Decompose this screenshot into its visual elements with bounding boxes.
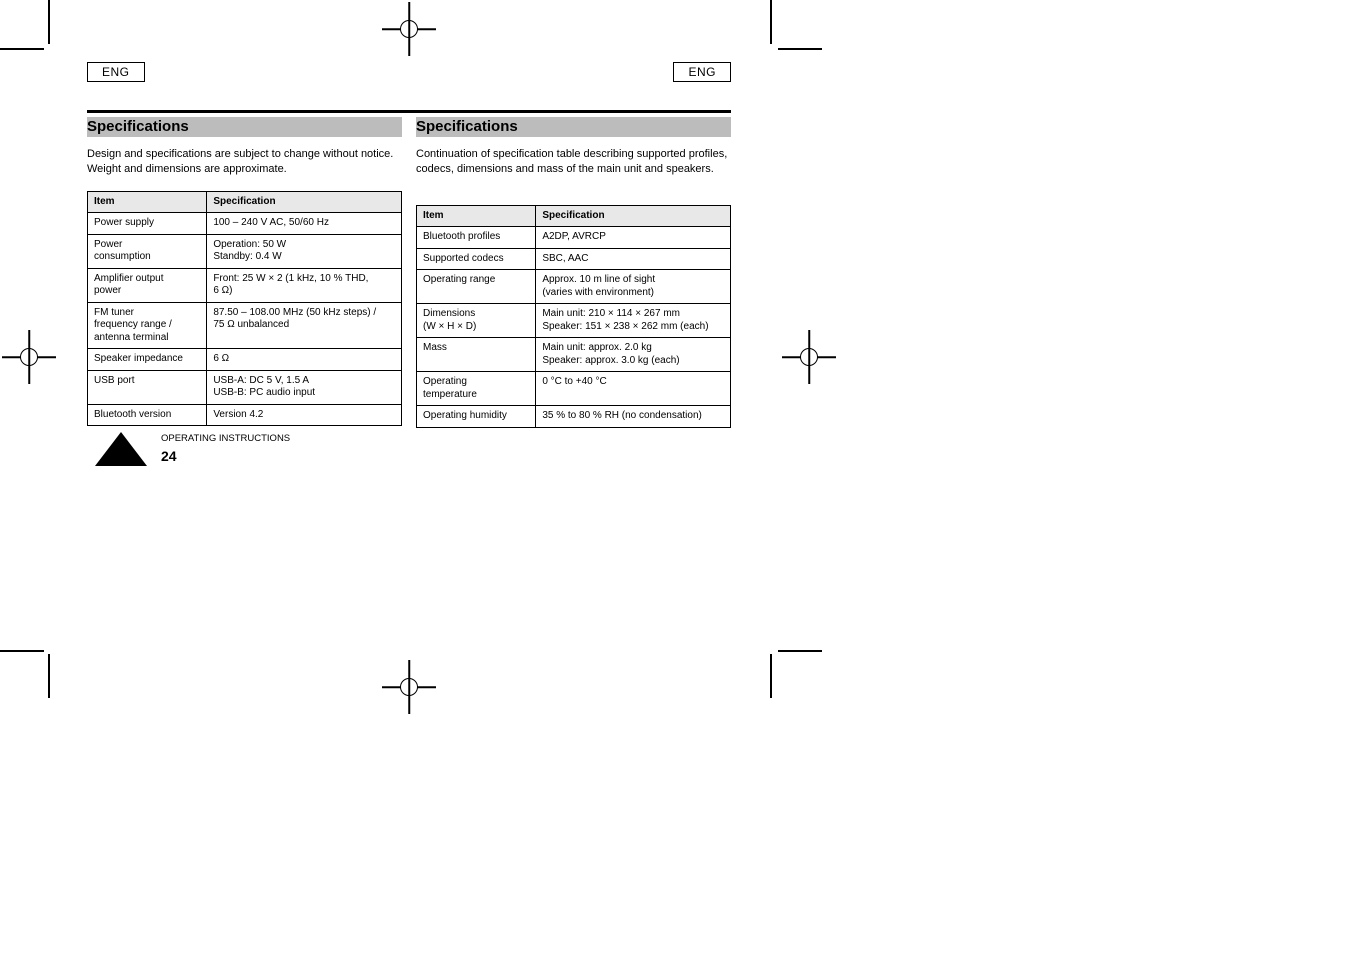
- footer-left: OPERATING INSTRUCTIONS 24: [87, 426, 402, 466]
- table-row: MassMain unit: approx. 2.0 kg Speaker: a…: [417, 338, 731, 372]
- table-row: Power supply100 – 240 V AC, 50/60 Hz: [88, 213, 402, 235]
- spec-value: 6 Ω: [207, 349, 402, 371]
- table-row: Bluetooth versionVersion 4.2: [88, 404, 402, 426]
- spec-value: Main unit: 210 × 114 × 267 mm Speaker: 1…: [536, 304, 731, 338]
- table-header-item: Item: [417, 205, 536, 227]
- spec-value: SBC, AAC: [536, 248, 731, 270]
- cropmark-br-h: [778, 650, 822, 652]
- spec-item: Bluetooth version: [88, 404, 207, 426]
- table-row: Speaker impedance6 Ω: [88, 349, 402, 371]
- header-row: ENG ENG: [87, 62, 731, 82]
- registration-mark-left: [20, 348, 38, 366]
- language-label-left: ENG: [87, 62, 145, 82]
- table-row: Operating humidity35 % to 80 % RH (no co…: [417, 406, 731, 428]
- spec-value: 0 °C to +40 °C: [536, 372, 731, 406]
- spec-item: Speaker impedance: [88, 349, 207, 371]
- operating-instructions-label: OPERATING INSTRUCTIONS: [161, 433, 290, 444]
- intro-paragraph-right: Continuation of specification table desc…: [416, 147, 731, 177]
- title-rule-thick: [87, 110, 731, 113]
- table-header-spec: Specification: [207, 191, 402, 213]
- table-row: Bluetooth profilesA2DP, AVRCP: [417, 227, 731, 249]
- spec-value: Front: 25 W × 2 (1 kHz, 10 % THD, 6 Ω): [207, 268, 402, 302]
- page-number: 24: [161, 448, 290, 464]
- spec-value: USB-A: DC 5 V, 1.5 A USB-B: PC audio inp…: [207, 370, 402, 404]
- print-page: ENG ENG Specifications Design and specif…: [87, 62, 731, 466]
- table-row: USB portUSB-A: DC 5 V, 1.5 A USB-B: PC a…: [88, 370, 402, 404]
- table-row: Dimensions (W × H × D)Main unit: 210 × 1…: [417, 304, 731, 338]
- cropmark-tl-v: [48, 0, 50, 44]
- spec-value: A2DP, AVRCP: [536, 227, 731, 249]
- spec-item: Bluetooth profiles: [417, 227, 536, 249]
- spec-item: Operating humidity: [417, 406, 536, 428]
- spec-value: Approx. 10 m line of sight (varies with …: [536, 270, 731, 304]
- spec-item: USB port: [88, 370, 207, 404]
- continuation-triangle-icon: [95, 432, 147, 466]
- cropmark-bl-v: [48, 654, 50, 698]
- cropmark-tr-h: [778, 48, 822, 50]
- spec-item: Operating temperature: [417, 372, 536, 406]
- table-header-row: Item Specification: [88, 191, 402, 213]
- left-column: Specifications Design and specifications…: [87, 117, 402, 466]
- table-row: Power consumptionOperation: 50 W Standby…: [88, 234, 402, 268]
- spec-table-left: Item Specification Power supply100 – 240…: [87, 191, 402, 427]
- spec-value: Main unit: approx. 2.0 kg Speaker: appro…: [536, 338, 731, 372]
- spec-item: FM tuner frequency range / antenna termi…: [88, 302, 207, 349]
- table-row: FM tuner frequency range / antenna termi…: [88, 302, 402, 349]
- section-title-left: Specifications: [87, 117, 402, 137]
- registration-mark-top: [400, 20, 418, 38]
- spec-item: Amplifier output power: [88, 268, 207, 302]
- table-header-spec: Specification: [536, 205, 731, 227]
- table-header-row: Item Specification: [417, 205, 731, 227]
- table-row: Supported codecsSBC, AAC: [417, 248, 731, 270]
- spec-item: Dimensions (W × H × D): [417, 304, 536, 338]
- table-row: Amplifier output powerFront: 25 W × 2 (1…: [88, 268, 402, 302]
- cropmark-bl-h: [0, 650, 44, 652]
- right-column: Specifications Continuation of specifica…: [416, 117, 731, 466]
- registration-mark-bottom: [400, 678, 418, 696]
- spec-item: Supported codecs: [417, 248, 536, 270]
- spec-value: Version 4.2: [207, 404, 402, 426]
- table-row: Operating rangeApprox. 10 m line of sigh…: [417, 270, 731, 304]
- spec-value: 87.50 – 108.00 MHz (50 kHz steps) / 75 Ω…: [207, 302, 402, 349]
- spec-item: Power consumption: [88, 234, 207, 268]
- spec-item: Operating range: [417, 270, 536, 304]
- section-title-right: Specifications: [416, 117, 731, 137]
- registration-mark-right: [800, 348, 818, 366]
- table-header-item: Item: [88, 191, 207, 213]
- cropmark-tl-h: [0, 48, 44, 50]
- spec-table-right: Item Specification Bluetooth profilesA2D…: [416, 205, 731, 428]
- two-column-layout: Specifications Design and specifications…: [87, 117, 731, 466]
- spec-value: 100 – 240 V AC, 50/60 Hz: [207, 213, 402, 235]
- intro-paragraph-left: Design and specifications are subject to…: [87, 147, 402, 177]
- table-row: Operating temperature0 °C to +40 °C: [417, 372, 731, 406]
- cropmark-tr-v: [770, 0, 772, 44]
- cropmark-br-v: [770, 654, 772, 698]
- spec-item: Power supply: [88, 213, 207, 235]
- spec-item: Mass: [417, 338, 536, 372]
- language-label-right: ENG: [673, 62, 731, 82]
- spec-value: 35 % to 80 % RH (no condensation): [536, 406, 731, 428]
- spec-value: Operation: 50 W Standby: 0.4 W: [207, 234, 402, 268]
